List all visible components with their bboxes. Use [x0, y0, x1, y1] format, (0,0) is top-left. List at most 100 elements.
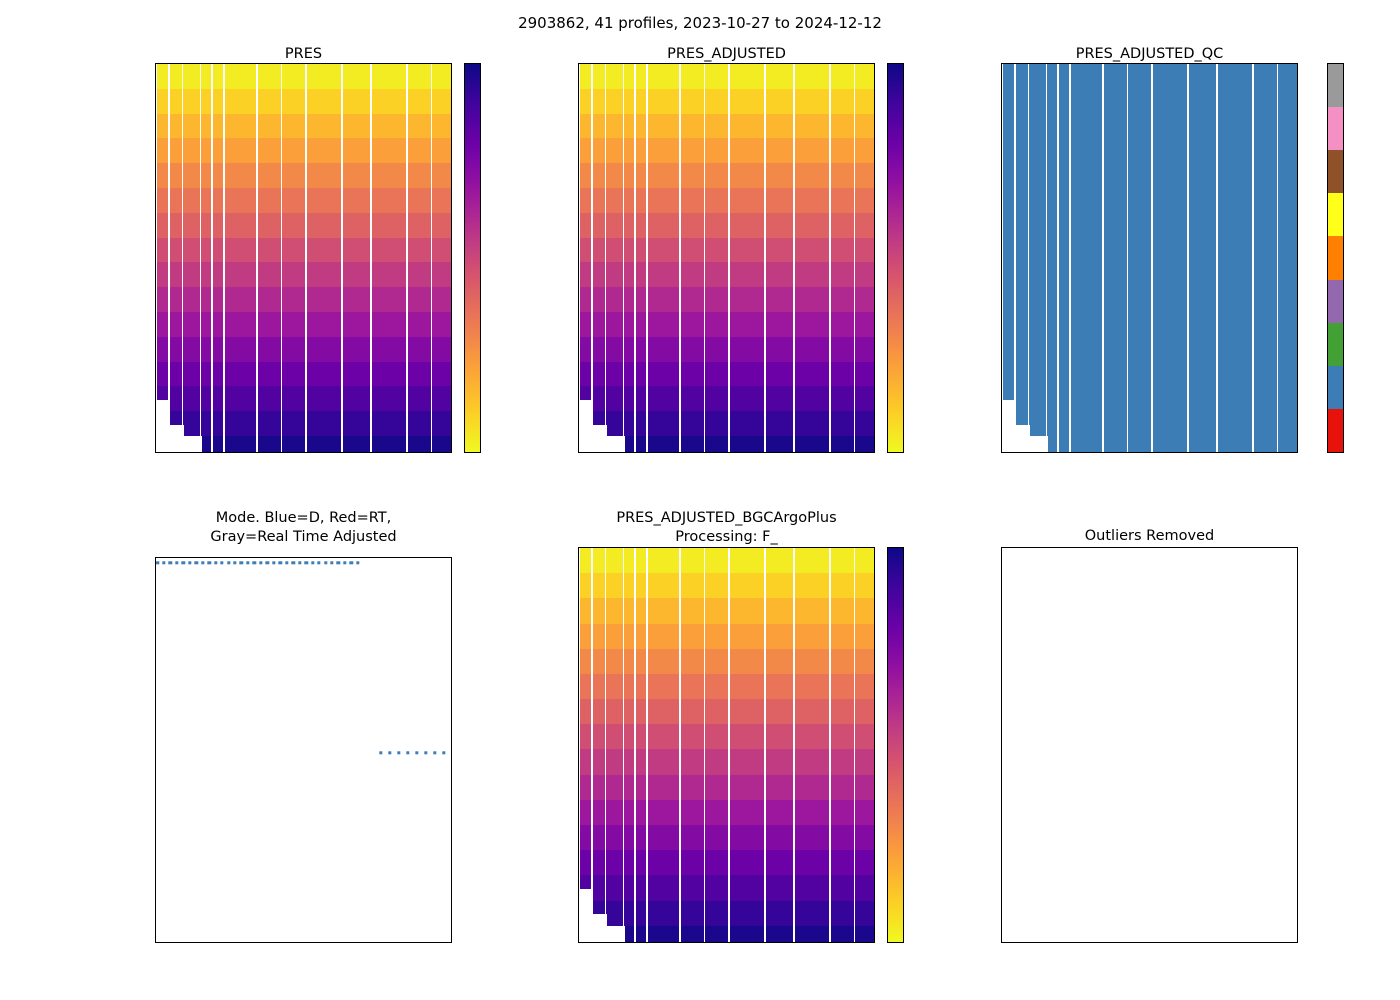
mesh-cell [1046, 287, 1059, 313]
mesh-cell [728, 113, 765, 139]
mesh-cell [793, 287, 830, 313]
mesh-cell [605, 237, 624, 263]
mesh-column-separator [679, 64, 681, 452]
colorbar-tick-pres_adjusted_qc-5 [1343, 215, 1344, 216]
mesh-column-separator [728, 548, 730, 942]
mesh-cell [406, 336, 432, 363]
mesh-column-separator [1187, 64, 1189, 452]
mesh-cell [793, 212, 830, 239]
mesh-column [341, 64, 371, 452]
colorbar-pres_adjusted_bgcargoplus: 2004006008001000120014001600 [887, 547, 904, 943]
mesh-cell [829, 88, 855, 115]
mesh-cell [431, 212, 451, 239]
mesh-cell [1102, 411, 1128, 437]
mesh-cell [605, 875, 624, 902]
mesh-cell [1028, 311, 1047, 338]
mesh-column [281, 64, 306, 452]
mesh-cell [605, 648, 624, 675]
mesh-cell [605, 88, 624, 115]
mesh-cell [591, 113, 606, 139]
mesh-cell [646, 262, 680, 288]
mesh-cell [704, 187, 729, 214]
mesh-cell [854, 648, 874, 675]
mesh-cell [406, 212, 432, 239]
mesh-cell [854, 673, 874, 700]
mesh-cell [182, 88, 201, 115]
mesh-cell [281, 386, 306, 412]
mesh-cell [1069, 411, 1103, 437]
mesh-cell [635, 824, 647, 851]
mesh-cell [728, 598, 765, 625]
mesh-cell [605, 548, 624, 574]
delayed-mode-point [304, 560, 308, 565]
mesh-cell [212, 262, 224, 288]
mesh-cell [623, 386, 636, 412]
real-time-adjusted-point [397, 751, 401, 755]
mesh-cell [1058, 411, 1070, 437]
mesh-cell [1028, 287, 1047, 313]
mesh-cell [580, 311, 592, 338]
mesh-cell [854, 411, 874, 437]
mesh-cell [406, 386, 432, 412]
mesh-cell [591, 623, 606, 650]
mesh-cell [212, 113, 224, 139]
figure-suptitle: 2903862, 41 profiles, 2023-10-27 to 2024… [518, 14, 882, 32]
mesh-cell [679, 623, 705, 650]
mesh-cell [1003, 187, 1015, 214]
mesh-cell [182, 361, 201, 387]
mesh-cell [1102, 361, 1128, 387]
mesh-cell [646, 824, 680, 851]
mesh-column-separator [199, 64, 202, 452]
x-tick-pres-0 [179, 452, 180, 453]
mesh-cell [1069, 311, 1103, 338]
mesh-cell [1187, 411, 1217, 437]
mesh-cell [764, 336, 794, 363]
mesh-cell [793, 361, 830, 387]
mesh-cell [168, 262, 183, 288]
mesh-column [591, 64, 606, 452]
x-tick-pres-1 [237, 452, 238, 453]
missing-data-block [156, 399, 170, 452]
mesh-cell [1277, 287, 1297, 313]
mesh-cell [793, 64, 830, 90]
mesh-cell [764, 598, 794, 625]
mesh-cell [679, 435, 705, 452]
mesh-cell [256, 361, 282, 387]
mesh-cell [679, 163, 705, 189]
mesh-cell [406, 411, 432, 437]
mesh-column-separator [703, 64, 706, 452]
mesh-cell [764, 287, 794, 313]
mesh-cell [829, 774, 855, 801]
mesh-cell [212, 212, 224, 239]
mesh-cell [829, 699, 855, 725]
mesh-cell [212, 64, 224, 90]
mesh-column [256, 64, 282, 452]
mesh-cell [1102, 336, 1128, 363]
missing-data-block [1027, 435, 1048, 452]
colorbar-tick-pres_adjusted-1 [903, 154, 904, 155]
mesh-cell [728, 749, 765, 776]
mesh-cell [764, 113, 794, 139]
mesh-cell [200, 237, 213, 263]
mesh-cell [623, 138, 636, 164]
mesh-cell [168, 386, 183, 412]
mesh-column [1014, 64, 1029, 452]
mesh-cell [829, 361, 855, 387]
mesh-cell [764, 724, 794, 751]
mesh-column-separator [604, 64, 607, 452]
mesh-cell [635, 900, 647, 927]
delayed-mode-point [207, 560, 211, 565]
mesh-cell [829, 799, 855, 826]
mesh-cell [580, 875, 592, 902]
mesh-cell [1252, 262, 1278, 288]
mesh-column-separator [222, 64, 225, 452]
mesh-column [646, 548, 680, 942]
mesh-cell [341, 336, 371, 363]
mesh-cell [406, 64, 432, 90]
mesh-cell [704, 799, 729, 826]
mesh-cell [1102, 262, 1128, 288]
mesh-column-separator [305, 64, 307, 452]
mesh-cell [704, 824, 729, 851]
mesh-cell [704, 336, 729, 363]
mesh-cell [406, 361, 432, 387]
